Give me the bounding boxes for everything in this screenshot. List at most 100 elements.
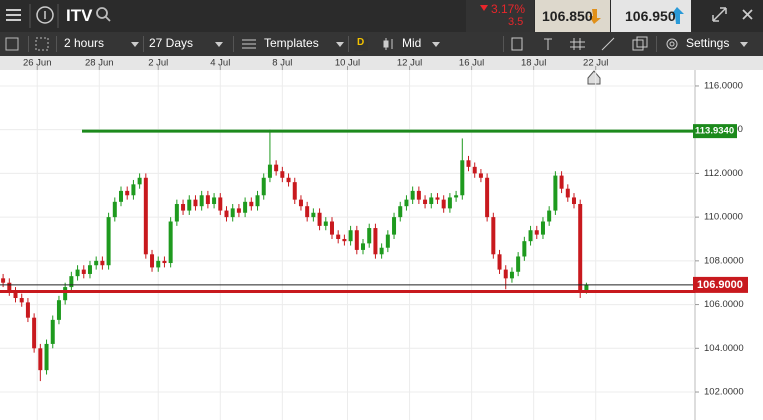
dropdown[interactable] — [215, 42, 223, 47]
candle-body — [280, 171, 285, 178]
change-box — [466, 0, 534, 32]
candle-body — [342, 238, 347, 242]
dropdown[interactable] — [336, 42, 344, 47]
level-label: 113.9340 — [695, 126, 734, 137]
divider — [56, 36, 57, 52]
candle-body — [44, 343, 49, 371]
candle-body — [174, 204, 179, 222]
candle-body — [19, 298, 24, 303]
candle-body — [218, 197, 223, 211]
candle-body — [392, 217, 397, 235]
candle-body — [199, 195, 204, 207]
toolbar-icons — [5, 36, 748, 51]
layout-icon[interactable] — [5, 37, 19, 51]
divider — [143, 36, 144, 52]
candle-body — [410, 190, 415, 200]
candle-body — [1, 278, 6, 283]
dropdown[interactable] — [432, 42, 440, 47]
candle-body — [50, 319, 55, 344]
x-tick-label: 18 Jul — [521, 58, 546, 69]
y-tick-label: 108.0000 — [704, 255, 744, 266]
d-box[interactable] — [354, 37, 368, 51]
symbol: ITV — [66, 6, 93, 25]
candle-body — [181, 204, 186, 211]
candle-body — [112, 201, 117, 218]
candle-body — [503, 269, 508, 279]
candle-body — [100, 260, 105, 266]
candle-body — [423, 199, 428, 205]
top-bar: ITV 3.17% 3.5 106.850 106.950 — [0, 0, 763, 32]
candle-body — [261, 177, 266, 196]
y-tick-label: 106.0000 — [704, 299, 744, 310]
candle-body — [311, 212, 316, 218]
candle-body — [106, 217, 111, 266]
candle-body — [156, 260, 161, 268]
candle-body — [224, 210, 229, 218]
x-tick-label: 8 Jul — [272, 58, 292, 69]
candle-body — [584, 284, 589, 292]
candle-icon[interactable] — [383, 38, 393, 50]
candle-body — [81, 269, 86, 274]
x-tick-label: 28 Jun — [85, 58, 114, 69]
close-icon[interactable] — [742, 9, 753, 20]
search-icon[interactable] — [96, 7, 111, 22]
interval-select[interactable]: 2 hours — [64, 36, 105, 50]
dropdown[interactable] — [740, 42, 748, 47]
candle-body — [7, 282, 12, 292]
candle-body — [38, 348, 43, 371]
candle-body — [292, 182, 297, 200]
candle-body — [361, 243, 366, 250]
price-tag — [693, 276, 748, 293]
candle-body — [578, 204, 583, 292]
candle-body — [497, 254, 502, 270]
candle-body — [491, 217, 496, 255]
level-tag — [693, 124, 737, 139]
candle-body — [75, 269, 80, 277]
expand-icon[interactable] — [712, 7, 727, 22]
d-button[interactable]: D — [357, 37, 365, 48]
sell-box[interactable] — [535, 0, 610, 32]
tool-icons[interactable] — [511, 36, 678, 51]
change-percent: 3.17% — [491, 2, 526, 16]
candle-body — [305, 206, 310, 218]
divider — [28, 36, 29, 52]
y-tick-label: 110.0000 — [704, 212, 743, 223]
x-tick-label: 16 Jul — [459, 58, 484, 69]
candle-body — [472, 166, 477, 174]
divider — [233, 36, 234, 52]
buy-price[interactable]: 106.950 — [625, 8, 676, 24]
y-tick-label: 104.0000 — [704, 343, 744, 354]
sell-arrow — [589, 9, 601, 24]
candle-body — [274, 164, 279, 172]
candle-body — [534, 230, 539, 235]
candle-body — [143, 177, 148, 255]
candle-body — [13, 291, 18, 299]
x-tick-label: 12 Jul — [397, 58, 422, 69]
dropdown[interactable] — [131, 42, 139, 47]
divider — [656, 36, 657, 52]
change: 3.5 — [508, 16, 524, 28]
x-tick-label: 4 Jul — [210, 58, 230, 69]
price-type-select[interactable]: Mid — [402, 36, 422, 50]
candle-body — [485, 177, 490, 218]
chart-toolbar: 2 hours 27 Days Templates D Mid Settings — [0, 32, 763, 56]
templates-button[interactable]: Templates — [264, 36, 319, 50]
candle-body — [267, 164, 272, 178]
candle-body — [367, 228, 372, 244]
candle-body — [25, 302, 30, 318]
range-select[interactable]: 27 Days — [149, 36, 194, 50]
candle-body — [236, 208, 241, 213]
sell-price[interactable]: 106.850 — [542, 8, 593, 24]
info-icon[interactable] — [36, 6, 54, 24]
templates-icon[interactable] — [242, 39, 256, 49]
candle-body — [416, 190, 421, 200]
settings-button[interactable]: Settings — [686, 36, 730, 50]
candle-body — [447, 197, 452, 209]
grid-icon[interactable] — [35, 37, 49, 51]
marker-icon[interactable] — [587, 70, 601, 85]
candle-body — [373, 228, 378, 255]
candle-body — [249, 201, 254, 207]
menu-icon[interactable] — [6, 9, 21, 21]
x-tick-label: 10 Jul — [335, 58, 360, 69]
date-axis-bg — [0, 56, 763, 70]
